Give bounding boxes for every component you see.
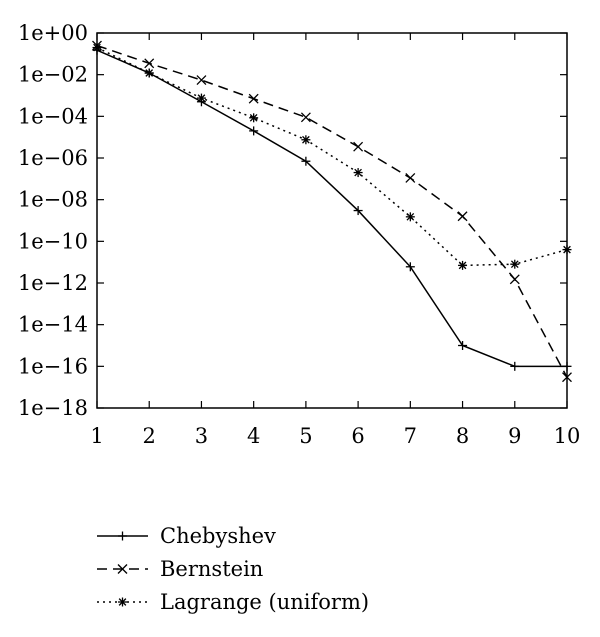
series-line-bernstein	[96, 44, 568, 378]
legend-item-lagrange-uniform: Lagrange (uniform)	[97, 590, 369, 614]
data-point-chebyshev	[249, 126, 259, 136]
y-tick-label: 1e−08	[18, 188, 88, 212]
data-point-lagrange-uniform	[562, 245, 572, 255]
y-tick-label: 1e−18	[18, 396, 88, 420]
legend-label: Lagrange (uniform)	[160, 590, 369, 614]
data-point-bernstein	[457, 211, 468, 222]
series-markers	[92, 40, 572, 383]
data-point-chebyshev	[301, 156, 311, 166]
data-point-bernstein	[405, 173, 416, 183]
legend-label: Bernstein	[160, 557, 263, 581]
data-point-chebyshev	[353, 206, 363, 216]
data-point-chebyshev	[458, 341, 468, 350]
data-point-chebyshev	[562, 361, 572, 371]
data-point-bernstein	[509, 274, 520, 285]
x-tick-label: 6	[351, 424, 364, 448]
x-tick-label: 8	[456, 424, 469, 448]
x-tick-label: 9	[508, 424, 521, 448]
data-point-bernstein	[353, 141, 364, 152]
y-tick-label: 1e−04	[18, 104, 88, 128]
legend-label: Chebyshev	[160, 524, 276, 548]
legend-marker	[117, 564, 128, 574]
x-tick-label: 7	[404, 424, 417, 448]
x-tick-label: 10	[554, 424, 581, 448]
data-point-chebyshev	[405, 262, 415, 272]
y-tick-label: 1e−10	[18, 229, 88, 253]
legend-marker	[118, 597, 127, 607]
data-point-bernstein	[562, 372, 572, 383]
y-tick-label: 1e−16	[18, 354, 88, 378]
data-point-lagrange-uniform	[353, 168, 363, 178]
data-point-bernstein	[300, 112, 311, 123]
data-point-lagrange-uniform	[144, 68, 154, 78]
series-line-chebyshev	[96, 49, 567, 368]
y-tick-label: 1e+00	[18, 21, 88, 45]
data-point-bernstein	[196, 75, 207, 86]
x-tick-label: 5	[299, 424, 312, 448]
legend-item-chebyshev: Chebyshev	[97, 524, 276, 548]
series-lines	[96, 44, 568, 378]
data-point-lagrange-uniform	[196, 93, 206, 103]
y-tick-label: 1e−12	[18, 271, 88, 295]
data-point-lagrange-uniform	[458, 260, 468, 270]
y-axis: 1e+00 1e−02 1e−04 1e−06 1e−08 1e−10 1e−12 1e−14…	[18, 21, 567, 420]
plot-border	[96, 32, 568, 409]
legend-marker	[118, 531, 127, 541]
data-point-lagrange-uniform	[405, 212, 415, 222]
data-point-lagrange-uniform	[301, 135, 311, 145]
x-axis: 1 2 3 4 5 6 7 8 9 10	[90, 33, 580, 448]
data-point-chebyshev	[510, 361, 520, 371]
series-line-lagrange-uniform	[96, 46, 568, 267]
data-point-lagrange-uniform	[92, 43, 102, 53]
data-point-lagrange-uniform	[249, 113, 259, 123]
legend: Chebyshev Bernstein Lagrange (uniform)	[97, 524, 369, 614]
data-point-bernstein	[248, 93, 259, 104]
y-tick-label: 1e−02	[18, 63, 88, 87]
x-tick-label: 4	[247, 424, 260, 448]
data-point-lagrange-uniform	[510, 259, 520, 269]
y-tick-label: 1e−14	[18, 313, 88, 337]
y-tick-label: 1e−06	[18, 146, 88, 170]
x-tick-label: 3	[195, 424, 208, 448]
data-point-bernstein	[144, 58, 155, 69]
legend-item-bernstein: Bernstein	[97, 557, 263, 581]
x-tick-label: 1	[90, 424, 103, 448]
x-tick-label: 2	[143, 424, 156, 448]
plot-frame	[96, 32, 568, 409]
